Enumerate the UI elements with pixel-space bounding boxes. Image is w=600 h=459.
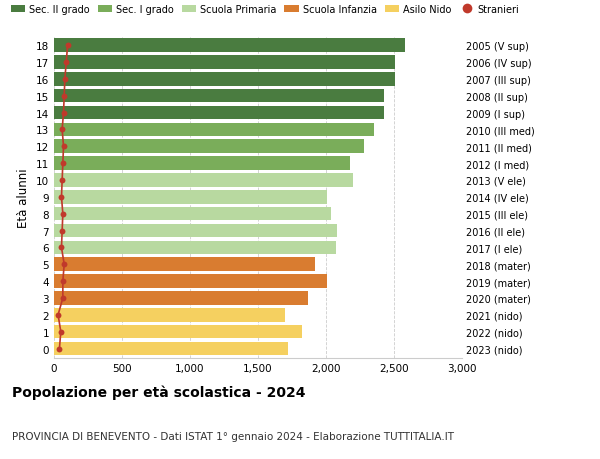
Text: PROVINCIA DI BENEVENTO - Dati ISTAT 1° gennaio 2024 - Elaborazione TUTTITALIA.IT: PROVINCIA DI BENEVENTO - Dati ISTAT 1° g…	[12, 431, 454, 441]
Point	[60, 76, 70, 83]
Bar	[54, 190, 328, 204]
Point	[55, 345, 64, 353]
Point	[58, 160, 68, 168]
Bar	[54, 325, 302, 339]
Point	[58, 211, 68, 218]
Point	[53, 312, 63, 319]
Point	[58, 177, 67, 184]
Bar	[54, 106, 385, 120]
Bar	[54, 224, 337, 238]
Bar	[54, 157, 350, 170]
Point	[56, 194, 66, 201]
Point	[58, 295, 68, 302]
Point	[59, 110, 68, 117]
Bar	[54, 291, 308, 305]
Bar	[54, 241, 335, 255]
Bar	[54, 39, 405, 53]
Bar	[54, 73, 395, 86]
Bar	[54, 90, 385, 103]
Point	[63, 42, 73, 50]
Point	[56, 328, 65, 336]
Point	[59, 93, 69, 100]
Point	[58, 278, 68, 285]
Bar	[54, 258, 315, 271]
Bar	[54, 275, 328, 288]
Bar	[54, 123, 374, 137]
Point	[59, 261, 69, 269]
Bar	[54, 308, 285, 322]
Bar	[54, 174, 353, 187]
Point	[58, 126, 67, 134]
Bar	[54, 56, 395, 69]
Text: Popolazione per età scolastica - 2024: Popolazione per età scolastica - 2024	[12, 385, 305, 399]
Point	[58, 227, 67, 235]
Bar	[54, 140, 364, 154]
Y-axis label: Età alunni: Età alunni	[17, 168, 31, 227]
Point	[59, 143, 68, 151]
Bar	[54, 207, 331, 221]
Bar	[54, 342, 288, 356]
Legend: Sec. II grado, Sec. I grado, Scuola Primaria, Scuola Infanzia, Asilo Nido, Stran: Sec. II grado, Sec. I grado, Scuola Prim…	[11, 5, 520, 15]
Point	[56, 244, 66, 252]
Point	[61, 59, 71, 67]
